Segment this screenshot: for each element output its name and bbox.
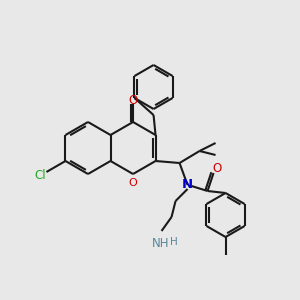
Text: O: O bbox=[128, 94, 138, 106]
Text: Cl: Cl bbox=[34, 169, 46, 182]
Text: NH: NH bbox=[152, 237, 169, 250]
Text: O: O bbox=[212, 163, 221, 176]
Text: H: H bbox=[170, 237, 177, 247]
Text: N: N bbox=[182, 178, 193, 191]
Text: O: O bbox=[129, 178, 137, 188]
